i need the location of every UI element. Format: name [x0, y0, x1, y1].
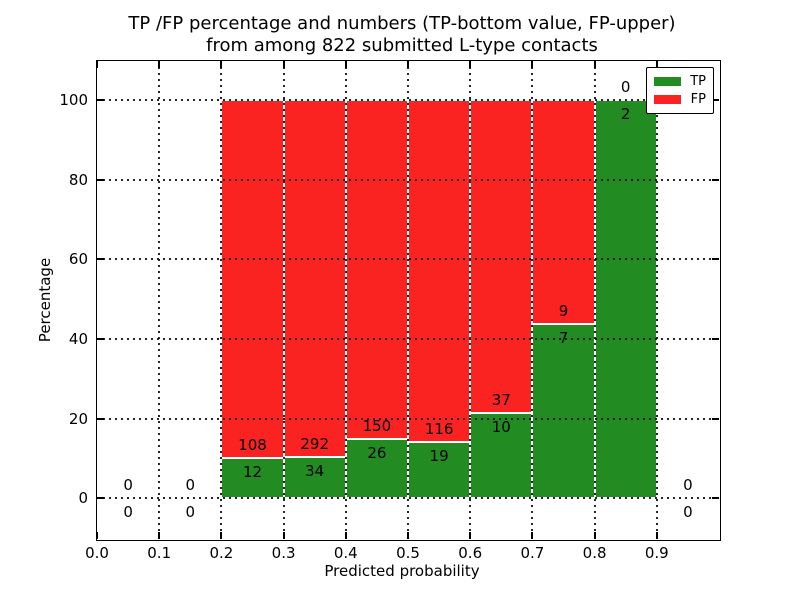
tick-mark: [96, 61, 98, 68]
bar-fp-segment: [345, 100, 408, 440]
tick-mark: [344, 61, 347, 68]
chart-title-line2: from among 822 submitted L-type contacts: [206, 34, 598, 56]
tick-mark: [655, 61, 658, 68]
gridline-vertical: [655, 61, 658, 539]
x-tick-label: 0.4: [333, 544, 358, 562]
bar-tp-count-label: 19: [429, 447, 449, 466]
bar-fp-count-label: 108: [238, 436, 267, 455]
tick-mark: [97, 178, 104, 181]
gridline-vertical: [531, 61, 534, 539]
tick-mark: [97, 258, 104, 261]
bar-tp-count-label: 2: [620, 105, 631, 124]
gridline-vertical: [282, 61, 285, 539]
tick-mark: [712, 497, 719, 500]
y-tick-label: 20: [68, 409, 88, 428]
bar-tp-segment: [594, 100, 657, 499]
gridline-vertical: [158, 61, 161, 539]
tick-mark: [407, 532, 409, 539]
bar-tp-segment: [532, 324, 595, 499]
legend-item-fp: FP: [654, 93, 706, 106]
tick-mark: [469, 61, 472, 68]
tick-mark: [158, 532, 161, 539]
x-tick-label: 0.7: [520, 544, 545, 562]
fp-color-swatch: [654, 95, 681, 105]
bar-fp-segment: [532, 100, 595, 325]
bar-fp-count-label: 0: [185, 476, 196, 495]
gridline-vertical: [220, 61, 223, 539]
bar-fp-segment: [283, 100, 346, 457]
y-tick-label: 40: [68, 329, 88, 348]
tick-mark: [712, 417, 719, 420]
bar-fp-count-label: 37: [491, 391, 511, 410]
bar-fp-segment: [408, 100, 471, 443]
x-tick-label: 0.9: [644, 544, 669, 562]
x-tick-label: 0.2: [209, 544, 234, 562]
bar-fp-count-label: 116: [424, 420, 454, 439]
chart-title: TP /FP percentage and numbers (TP-bottom…: [91, 13, 713, 56]
tick-mark: [712, 258, 719, 261]
tick-mark: [282, 61, 285, 68]
tick-mark: [97, 99, 104, 102]
tick-mark: [97, 417, 104, 420]
x-tick-label: 0.0: [85, 544, 109, 562]
bar-tp-count-label: 0: [185, 503, 196, 522]
tick-mark: [531, 532, 534, 539]
x-tick-label: 0.1: [147, 544, 172, 562]
bar-fp-count-label: 292: [300, 434, 330, 453]
x-axis-label: Predicted probability: [324, 562, 480, 580]
tick-mark: [655, 532, 658, 539]
tick-mark: [158, 61, 161, 68]
bar-tp-count-label: 26: [367, 444, 387, 463]
tick-mark: [469, 532, 472, 539]
bar-fp-count-label: 0: [683, 476, 693, 495]
y-tick-label: 60: [68, 250, 88, 269]
bar-tp-count-label: 12: [242, 463, 263, 482]
legend-item-tp: TP: [654, 75, 706, 88]
y-tick-label: 80: [68, 170, 88, 189]
bar-tp-count-label: 0: [123, 503, 133, 522]
bar-fp-count-label: 0: [123, 476, 133, 495]
bar-fp-segment: [470, 100, 533, 414]
tick-mark: [96, 532, 98, 539]
plot-area: [95, 59, 721, 541]
gridline-vertical: [593, 61, 596, 539]
bar-tp-count-label: 7: [558, 329, 569, 348]
tick-mark: [712, 337, 719, 340]
tick-mark: [97, 337, 104, 340]
tick-mark: [712, 178, 719, 181]
bar-tp-count-label: 34: [305, 461, 325, 480]
bar-fp-count-label: 0: [620, 78, 631, 97]
bar-fp-count-label: 9: [558, 302, 569, 321]
bar-fp-segment: [221, 100, 284, 459]
tick-mark: [282, 532, 285, 539]
y-tick-label: 100: [59, 91, 88, 110]
tick-mark: [593, 532, 596, 539]
y-tick-label: 0: [78, 489, 88, 508]
bar-fp-count-label: 150: [362, 417, 392, 436]
tick-mark: [344, 532, 347, 539]
tick-mark: [593, 61, 596, 68]
legend: TP FP: [646, 67, 714, 114]
tick-mark: [220, 532, 223, 539]
gridline-vertical: [407, 61, 409, 539]
gridline-vertical: [344, 61, 347, 539]
chart-title-line1: TP /FP percentage and numbers (TP-bottom…: [128, 13, 676, 34]
tick-mark: [712, 99, 719, 102]
bar-tp-count-label: 10: [491, 418, 511, 437]
tick-mark: [531, 61, 534, 68]
tick-mark: [97, 497, 104, 500]
legend-label-tp: TP: [690, 73, 706, 89]
x-tick-label: 0.5: [396, 544, 420, 562]
x-tick-label: 0.6: [458, 544, 483, 562]
gridline-vertical: [469, 61, 472, 539]
x-tick-label: 0.3: [271, 544, 296, 562]
legend-label-fp: FP: [690, 92, 706, 108]
tick-mark: [220, 61, 223, 68]
bar-tp-count-label: 0: [683, 503, 693, 522]
tick-mark: [407, 61, 409, 68]
tp-color-swatch: [654, 76, 681, 86]
x-tick-label: 0.8: [582, 544, 607, 562]
